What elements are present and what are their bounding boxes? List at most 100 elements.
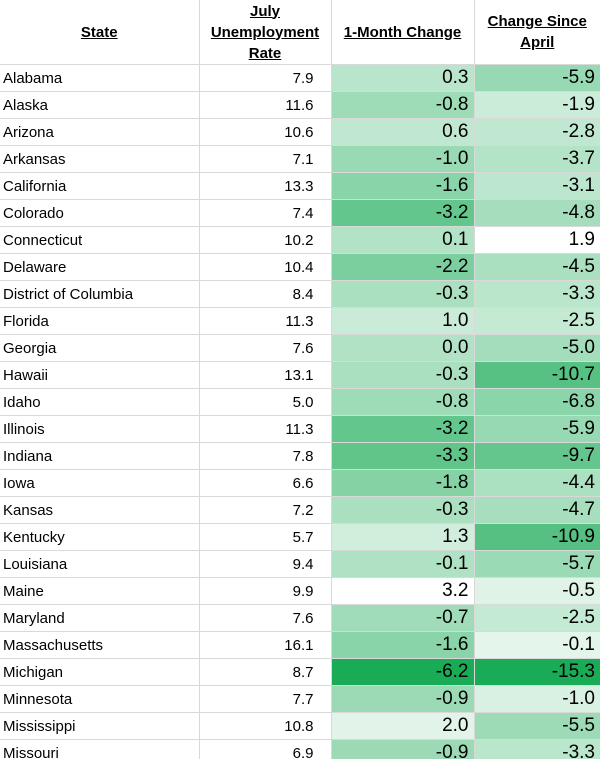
cell-rate[interactable]: 11.6	[199, 91, 332, 119]
cell-since[interactable]: -5.5	[474, 712, 600, 740]
cell-month[interactable]: -1.6	[331, 631, 475, 659]
cell-since[interactable]: -0.5	[474, 577, 600, 605]
cell-month[interactable]: 3.2	[331, 577, 475, 605]
cell-rate[interactable]: 13.3	[199, 172, 332, 200]
cell-state[interactable]: District of Columbia	[0, 280, 200, 308]
cell-since[interactable]: -4.4	[474, 469, 600, 497]
cell-state[interactable]: Illinois	[0, 415, 200, 443]
cell-state[interactable]: Alaska	[0, 91, 200, 119]
header-one-month-change[interactable]: 1-Month Change	[331, 0, 475, 65]
cell-rate[interactable]: 10.8	[199, 712, 332, 740]
cell-month[interactable]: -0.1	[331, 550, 475, 578]
cell-since[interactable]: -4.8	[474, 199, 600, 227]
cell-since[interactable]: -5.7	[474, 550, 600, 578]
cell-rate[interactable]: 7.1	[199, 145, 332, 173]
cell-since[interactable]: -2.8	[474, 118, 600, 146]
cell-since[interactable]: -3.3	[474, 739, 600, 759]
cell-month[interactable]: 0.1	[331, 226, 475, 254]
cell-month[interactable]: -0.3	[331, 361, 475, 389]
cell-state[interactable]: Indiana	[0, 442, 200, 470]
cell-rate[interactable]: 7.9	[199, 64, 332, 92]
cell-since[interactable]: 1.9	[474, 226, 600, 254]
cell-since[interactable]: -1.9	[474, 91, 600, 119]
cell-state[interactable]: Iowa	[0, 469, 200, 497]
cell-since[interactable]: -2.5	[474, 604, 600, 632]
cell-month[interactable]: -3.2	[331, 415, 475, 443]
cell-month[interactable]: -0.7	[331, 604, 475, 632]
cell-month[interactable]: 1.3	[331, 523, 475, 551]
cell-state[interactable]: Massachusetts	[0, 631, 200, 659]
cell-rate[interactable]: 7.8	[199, 442, 332, 470]
cell-rate[interactable]: 10.2	[199, 226, 332, 254]
cell-state[interactable]: Alabama	[0, 64, 200, 92]
cell-state[interactable]: Missouri	[0, 739, 200, 759]
cell-since[interactable]: -5.9	[474, 64, 600, 92]
cell-month[interactable]: -1.0	[331, 145, 475, 173]
cell-month[interactable]: -6.2	[331, 658, 475, 686]
cell-month[interactable]: -1.6	[331, 172, 475, 200]
cell-rate[interactable]: 7.6	[199, 604, 332, 632]
cell-month[interactable]: 2.0	[331, 712, 475, 740]
cell-state[interactable]: Maine	[0, 577, 200, 605]
cell-state[interactable]: Connecticut	[0, 226, 200, 254]
cell-since[interactable]: -5.0	[474, 334, 600, 362]
cell-month[interactable]: -2.2	[331, 253, 475, 281]
cell-since[interactable]: -4.7	[474, 496, 600, 524]
cell-state[interactable]: Maryland	[0, 604, 200, 632]
cell-state[interactable]: Delaware	[0, 253, 200, 281]
cell-month[interactable]: -0.9	[331, 685, 475, 713]
header-july-rate[interactable]: July Unemployment Rate	[199, 0, 332, 65]
cell-rate[interactable]: 8.7	[199, 658, 332, 686]
header-state[interactable]: State	[0, 0, 200, 65]
cell-rate[interactable]: 13.1	[199, 361, 332, 389]
cell-month[interactable]: 0.3	[331, 64, 475, 92]
cell-month[interactable]: -0.8	[331, 388, 475, 416]
cell-rate[interactable]: 16.1	[199, 631, 332, 659]
cell-rate[interactable]: 9.4	[199, 550, 332, 578]
cell-rate[interactable]: 7.2	[199, 496, 332, 524]
cell-state[interactable]: Michigan	[0, 658, 200, 686]
cell-state[interactable]: California	[0, 172, 200, 200]
cell-state[interactable]: Idaho	[0, 388, 200, 416]
cell-since[interactable]: -5.9	[474, 415, 600, 443]
cell-rate[interactable]: 11.3	[199, 415, 332, 443]
cell-since[interactable]: -4.5	[474, 253, 600, 281]
cell-rate[interactable]: 6.6	[199, 469, 332, 497]
cell-state[interactable]: Minnesota	[0, 685, 200, 713]
cell-month[interactable]: -3.3	[331, 442, 475, 470]
cell-state[interactable]: Mississippi	[0, 712, 200, 740]
cell-since[interactable]: -15.3	[474, 658, 600, 686]
cell-rate[interactable]: 7.7	[199, 685, 332, 713]
cell-state[interactable]: Kansas	[0, 496, 200, 524]
cell-since[interactable]: -3.7	[474, 145, 600, 173]
cell-rate[interactable]: 10.6	[199, 118, 332, 146]
cell-rate[interactable]: 5.7	[199, 523, 332, 551]
cell-state[interactable]: Louisiana	[0, 550, 200, 578]
cell-since[interactable]: -2.5	[474, 307, 600, 335]
cell-rate[interactable]: 6.9	[199, 739, 332, 759]
cell-rate[interactable]: 7.6	[199, 334, 332, 362]
cell-month[interactable]: 0.6	[331, 118, 475, 146]
cell-since[interactable]: -0.1	[474, 631, 600, 659]
cell-state[interactable]: Kentucky	[0, 523, 200, 551]
cell-state[interactable]: Colorado	[0, 199, 200, 227]
cell-month[interactable]: 1.0	[331, 307, 475, 335]
cell-month[interactable]: -0.9	[331, 739, 475, 759]
cell-rate[interactable]: 7.4	[199, 199, 332, 227]
cell-rate[interactable]: 5.0	[199, 388, 332, 416]
cell-rate[interactable]: 9.9	[199, 577, 332, 605]
cell-rate[interactable]: 11.3	[199, 307, 332, 335]
cell-state[interactable]: Georgia	[0, 334, 200, 362]
cell-state[interactable]: Arizona	[0, 118, 200, 146]
cell-since[interactable]: -6.8	[474, 388, 600, 416]
cell-since[interactable]: -1.0	[474, 685, 600, 713]
cell-since[interactable]: -10.7	[474, 361, 600, 389]
cell-since[interactable]: -10.9	[474, 523, 600, 551]
cell-month[interactable]: -1.8	[331, 469, 475, 497]
cell-month[interactable]: 0.0	[331, 334, 475, 362]
header-change-since-april[interactable]: Change Since April	[474, 0, 600, 65]
cell-state[interactable]: Hawaii	[0, 361, 200, 389]
cell-state[interactable]: Arkansas	[0, 145, 200, 173]
cell-state[interactable]: Florida	[0, 307, 200, 335]
cell-since[interactable]: -9.7	[474, 442, 600, 470]
